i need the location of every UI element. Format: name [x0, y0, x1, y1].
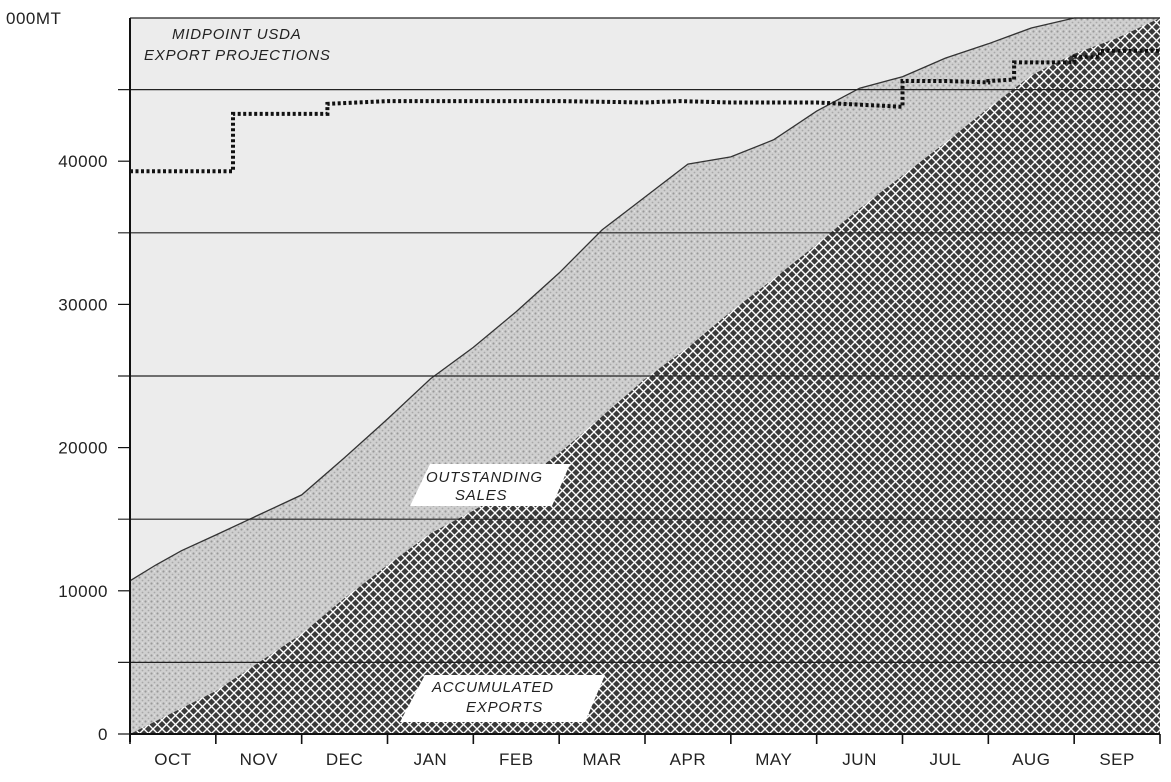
projection-label-line1: MIDPOINT USDA [172, 26, 302, 43]
accumulated-label-line1: ACCUMULATED [431, 679, 554, 696]
accumulated-exports-area [130, 18, 1160, 734]
y-tick-label: 0 [98, 725, 108, 744]
x-tick-label: MAR [582, 750, 621, 769]
projection-label-line2: EXPORT PROJECTIONS [144, 47, 331, 64]
outstanding-sales-line [129, 17, 1160, 582]
x-tick-label: AUG [1012, 750, 1050, 769]
x-tick-label: JUL [930, 750, 962, 769]
x-tick-label: MAY [755, 750, 792, 769]
x-tick-label: APR [670, 750, 706, 769]
y-tick-label: 30000 [58, 295, 108, 314]
x-tick-label: SEP [1099, 750, 1135, 769]
x-tick-label: OCT [154, 750, 191, 769]
projection-step-line [130, 48, 1160, 174]
y-axis-title: 000MT [6, 9, 61, 28]
y-tick-label: 20000 [58, 439, 108, 458]
y-tick-label: 40000 [58, 152, 108, 171]
accumulated-label-box [400, 675, 605, 722]
outstanding-label-box [410, 464, 570, 506]
x-tick-label: JAN [414, 750, 448, 769]
x-tick-label: FEB [499, 750, 534, 769]
outstanding-label-line2: SALES [455, 487, 507, 504]
x-tick-label: DEC [326, 750, 363, 769]
x-tick-label: NOV [240, 750, 279, 769]
y-tick-label: 10000 [58, 582, 108, 601]
accumulated-label-line2: EXPORTS [466, 699, 543, 716]
outstanding-label-line1: OUTSTANDING [426, 469, 543, 486]
x-tick-label: JUN [842, 750, 877, 769]
